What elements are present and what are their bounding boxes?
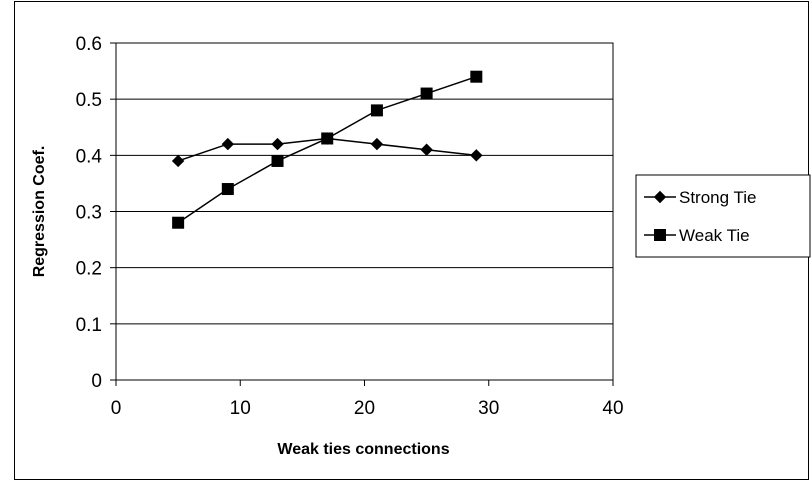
series-weak-tie — [172, 70, 483, 229]
data-point-weak-tie — [172, 216, 185, 229]
data-point-strong-tie — [221, 137, 235, 151]
data-point-strong-tie — [370, 137, 384, 151]
axis-ticks: 0 0.1 0.2 0.3 0.4 0.5 0.6 0 10 20 30 40 — [76, 34, 624, 419]
y-axis-title: Regression Coef. — [31, 146, 48, 278]
data-point-strong-tie — [171, 154, 185, 168]
legend-label-strong-tie: Strong Tie — [679, 188, 757, 207]
data-point-strong-tie — [470, 149, 483, 162]
series-layer — [171, 70, 483, 229]
y-tick-label: 0.4 — [76, 146, 103, 167]
x-axis-title: Weak ties connections — [277, 441, 449, 458]
data-point-strong-tie — [271, 137, 284, 151]
legend-label-weak-tie: Weak Tie — [679, 226, 750, 245]
x-tick-label: 40 — [602, 398, 623, 419]
y-tick-label: 0.6 — [76, 34, 102, 55]
data-point-weak-tie — [321, 132, 334, 145]
data-point-weak-tie — [271, 154, 284, 167]
y-tick-label: 0.3 — [76, 203, 102, 224]
x-tick-label: 10 — [230, 398, 251, 419]
y-tick-label: 0.5 — [76, 90, 102, 111]
data-point-strong-tie — [420, 143, 433, 156]
data-point-weak-tie — [420, 87, 433, 100]
legend: Strong Tie Weak Tie — [644, 188, 757, 245]
legend-box — [635, 174, 811, 258]
y-tick-label: 0 — [91, 371, 102, 392]
data-point-weak-tie — [370, 104, 383, 117]
data-point-weak-tie — [221, 183, 234, 196]
data-point-weak-tie — [470, 70, 483, 83]
legend-marker-weak-tie — [654, 229, 666, 241]
x-tick-label: 20 — [354, 398, 375, 419]
y-tick-label: 0.2 — [76, 259, 102, 280]
y-tick-label: 0.1 — [76, 315, 102, 336]
legend-marker-strong-tie — [653, 190, 667, 204]
gridlines — [116, 42, 613, 381]
x-tick-label: 0 — [111, 398, 122, 419]
x-tick-label: 30 — [478, 398, 499, 419]
